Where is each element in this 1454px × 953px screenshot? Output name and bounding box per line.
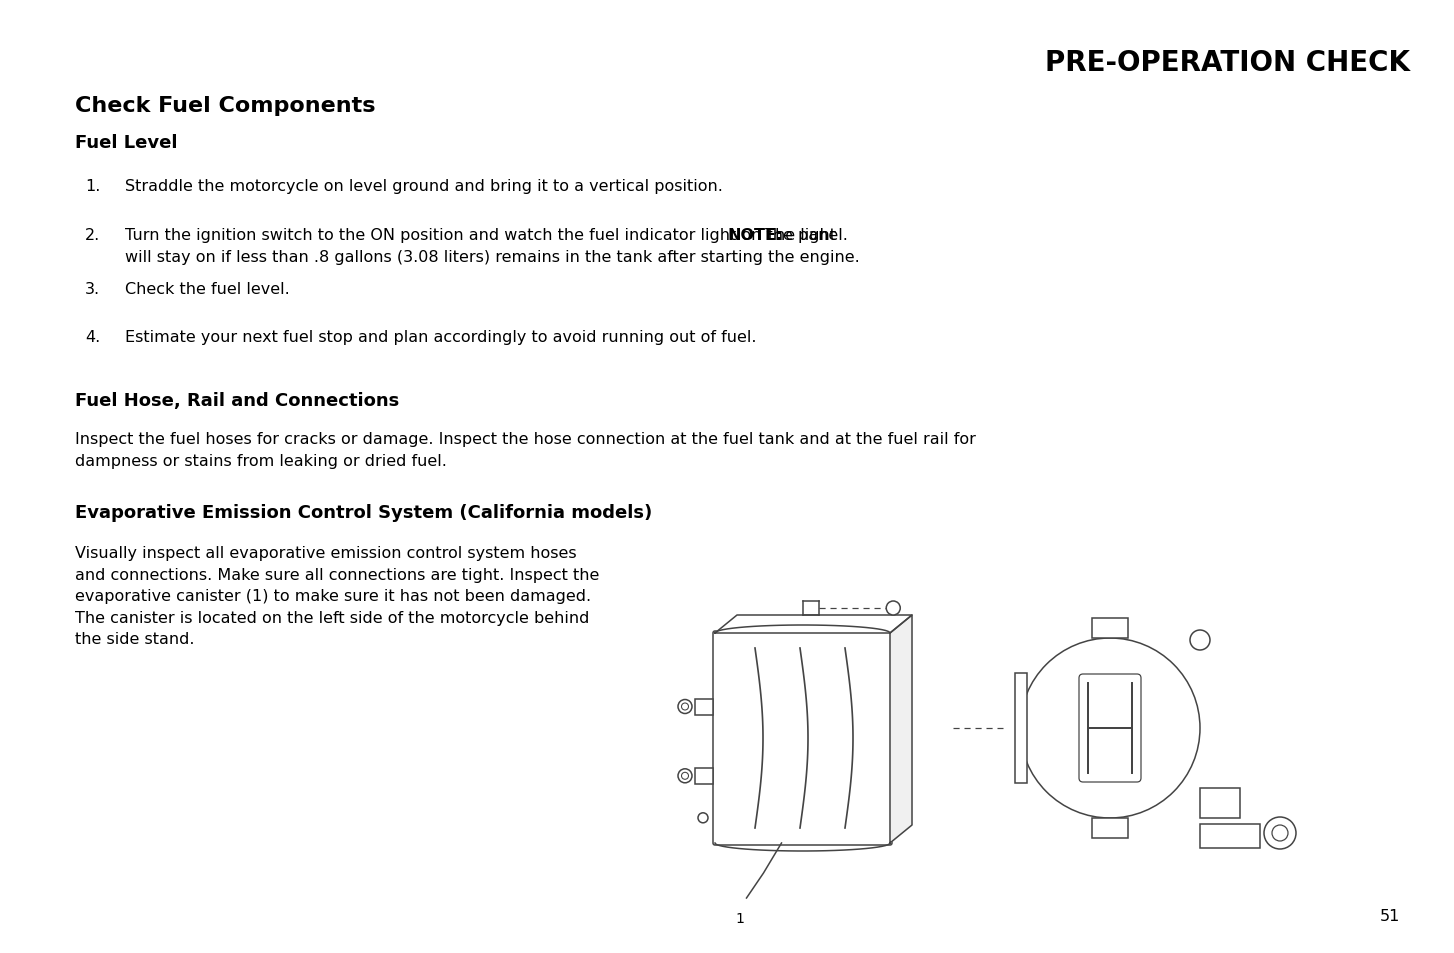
Ellipse shape xyxy=(717,904,762,932)
Text: Fuel Level: Fuel Level xyxy=(76,133,177,152)
Text: 3.: 3. xyxy=(84,282,100,296)
Circle shape xyxy=(682,773,689,780)
Text: dampness or stains from leaking or dried fuel.: dampness or stains from leaking or dried… xyxy=(76,454,446,469)
Text: 4.: 4. xyxy=(84,330,100,345)
Circle shape xyxy=(678,700,692,714)
Text: 1: 1 xyxy=(736,911,744,925)
Circle shape xyxy=(1272,825,1288,841)
Text: will stay on if less than .8 gallons (3.08 liters) remains in the tank after sta: will stay on if less than .8 gallons (3.… xyxy=(125,250,859,265)
Bar xyxy=(695,699,712,715)
Text: 51: 51 xyxy=(1380,908,1400,923)
Circle shape xyxy=(1021,639,1200,818)
Circle shape xyxy=(1189,630,1210,650)
Polygon shape xyxy=(890,616,912,843)
Polygon shape xyxy=(715,616,912,634)
Bar xyxy=(695,768,712,784)
Text: Fuel Hose, Rail and Connections: Fuel Hose, Rail and Connections xyxy=(76,392,400,410)
Text: Inspect the fuel hoses for cracks or damage. Inspect the hose connection at the : Inspect the fuel hoses for cracks or dam… xyxy=(76,432,976,447)
Circle shape xyxy=(1264,817,1296,849)
Circle shape xyxy=(698,813,708,823)
Text: 1.: 1. xyxy=(84,179,100,193)
Text: Estimate your next fuel stop and plan accordingly to avoid running out of fuel.: Estimate your next fuel stop and plan ac… xyxy=(125,330,756,345)
FancyBboxPatch shape xyxy=(712,631,891,845)
Text: Check the fuel level.: Check the fuel level. xyxy=(125,282,289,296)
Bar xyxy=(1200,824,1261,848)
Bar xyxy=(1015,673,1027,783)
Bar xyxy=(1092,618,1128,639)
Text: 2.: 2. xyxy=(84,228,100,243)
Circle shape xyxy=(682,703,689,710)
Bar xyxy=(1200,788,1240,818)
Circle shape xyxy=(678,769,692,783)
Text: Evaporative Emission Control System (California models): Evaporative Emission Control System (Cal… xyxy=(76,503,653,521)
FancyBboxPatch shape xyxy=(1079,675,1141,782)
Text: Turn the ignition switch to the ON position and watch the fuel indicator light o: Turn the ignition switch to the ON posit… xyxy=(125,228,853,243)
Text: Straddle the motorcycle on level ground and bring it to a vertical position.: Straddle the motorcycle on level ground … xyxy=(125,179,723,193)
Circle shape xyxy=(887,601,900,616)
Bar xyxy=(1092,818,1128,838)
Text: Visually inspect all evaporative emission control system hoses
and connections. : Visually inspect all evaporative emissio… xyxy=(76,545,599,647)
Text: The light: The light xyxy=(760,228,836,243)
Text: Check Fuel Components: Check Fuel Components xyxy=(76,96,375,116)
Text: NOTE:: NOTE: xyxy=(727,228,784,243)
Text: PRE-OPERATION CHECK: PRE-OPERATION CHECK xyxy=(1045,49,1410,77)
